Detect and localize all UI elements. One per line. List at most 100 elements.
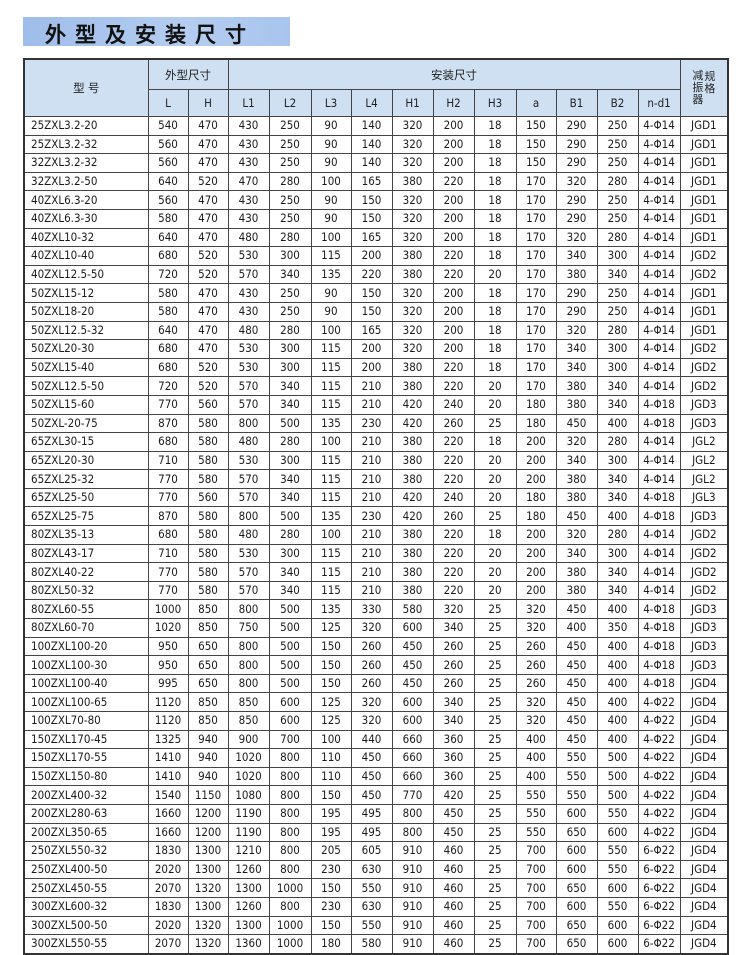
dimension-cell: 20	[473, 543, 517, 564]
dimension-cell: 700	[515, 896, 557, 917]
dimension-cell: 320	[555, 432, 598, 452]
isolator-cell: JGD1	[679, 301, 729, 322]
dimension-cell: 100	[310, 227, 352, 248]
dimension-cell: 450	[350, 766, 393, 787]
dimension-cell: 200	[350, 246, 393, 266]
table-row: 250ZXL550-32 1830 1300 1210 800 205 605 910 460 2…	[23, 841, 729, 861]
dimension-cell: 220	[432, 376, 475, 396]
dimension-cell: 1300	[227, 878, 270, 898]
dimension-cell: 260	[515, 636, 557, 657]
model-cell: 80ZXL60-55	[23, 599, 149, 620]
dimension-cell: 600	[555, 803, 598, 824]
dimension-cell: 260	[515, 655, 557, 675]
dimension-cell: 550	[515, 785, 557, 805]
isolator-cell: JGD4	[679, 785, 729, 805]
dimension-cell: 570	[227, 487, 270, 508]
dimension-cell: 250	[268, 116, 312, 136]
dimension-cell: 180	[515, 394, 557, 415]
isolator-cell: JGD1	[679, 171, 729, 192]
dimension-cell: 320	[432, 599, 475, 620]
dimension-cell: 340	[555, 450, 598, 471]
dimension-cell: 470	[187, 339, 229, 359]
isolator-cell: JGD4	[679, 766, 729, 787]
dimension-cell: 220	[432, 525, 475, 545]
dimension-cell: 470	[187, 283, 229, 303]
dimension-cell: 6-Φ22	[637, 896, 681, 917]
dimension-cell: 115	[310, 580, 352, 601]
dimension-cell: 500	[268, 599, 312, 620]
table-row: 100ZXL100-40 995 650 800 500 150 260 450 260 25 26…	[23, 673, 729, 694]
dimension-cell: 280	[596, 171, 639, 192]
table-row: 200ZXL400-32 1540 1150 1080 800 150 450 770 420 2…	[23, 785, 729, 805]
dimension-cell: 280	[596, 525, 639, 545]
dimension-cell: 150	[310, 636, 352, 657]
table-row: 250ZXL400-50 2020 1300 1260 800 230 630 910 460 2…	[23, 859, 729, 880]
dimension-cell: 520	[187, 246, 229, 266]
dimension-cell: 250	[596, 208, 639, 229]
dimension-cell: 580	[187, 450, 229, 471]
dimension-cell: 1320	[187, 878, 229, 898]
dimension-cell: 290	[555, 208, 598, 229]
dimension-cell: 90	[310, 153, 352, 173]
dimension-cell: 720	[147, 376, 189, 396]
isolator-cell: JGD1	[679, 227, 729, 248]
dimension-cell: 1080	[227, 785, 270, 805]
dimension-cell: 170	[515, 339, 557, 359]
dimension-cell: 450	[391, 673, 434, 694]
isolator-cell: JGD3	[679, 655, 729, 675]
dimension-cell: 1300	[187, 859, 229, 880]
dimension-cell: 430	[227, 153, 270, 173]
dimension-cell: 300	[268, 357, 312, 378]
dimension-cell: 380	[391, 469, 434, 489]
model-cell: 40ZXL12.5-50	[23, 264, 149, 285]
dimension-cell: 340	[596, 562, 639, 582]
dimension-cell: 400	[596, 599, 639, 620]
dimension-cell: 380	[555, 562, 598, 582]
dimension-cell: 380	[391, 432, 434, 452]
table-row: 100ZXL100-65 1120 850 850 600 125 320 600 340 25 3…	[23, 692, 729, 712]
isolator-cell: JGD4	[679, 934, 729, 955]
dimension-cell: 170	[515, 208, 557, 229]
dimension-cell: 170	[515, 264, 557, 285]
model-cell: 40ZXL6.3-30	[23, 208, 149, 229]
dimension-cell: 20	[473, 562, 517, 582]
dimension-cell: 550	[596, 841, 639, 861]
dimension-cell: 6-Φ22	[637, 841, 681, 861]
dimension-cell: 115	[310, 246, 352, 266]
dimension-cell: 195	[310, 822, 352, 843]
dimension-cell: 800	[268, 896, 312, 917]
dimension-cell: 230	[350, 506, 393, 527]
dimension-cell: 350	[596, 618, 639, 638]
dimension-cell: 200	[432, 116, 475, 136]
dimension-cell: 1300	[227, 915, 270, 936]
dimension-cell: 520	[187, 264, 229, 285]
table-row: 65ZXL20-30 710 580 530 300 115 210 380 220 20 200 3…	[23, 450, 729, 471]
model-cell: 40ZXL10-40	[23, 246, 149, 266]
dimension-cell: 770	[391, 785, 434, 805]
dimension-cell: 450	[555, 636, 598, 657]
dimension-cell: 1260	[227, 896, 270, 917]
isolator-cell: JGD2	[679, 376, 729, 396]
isolator-cell: JGD4	[679, 748, 729, 768]
model-cell: 300ZXL600-32	[23, 896, 149, 917]
dimension-cell: 680	[147, 339, 189, 359]
isolator-cell: JGD4	[679, 692, 729, 712]
dimension-cell: 150	[310, 655, 352, 675]
dimension-cell: 180	[515, 506, 557, 527]
model-cell: 65ZXL25-50	[23, 487, 149, 508]
dimension-cell: 4-Φ18	[637, 394, 681, 415]
dimension-cell: 380	[391, 246, 434, 266]
dimension-cell: 580	[187, 562, 229, 582]
dimension-cell: 200	[515, 525, 557, 545]
dimension-cell: 100	[310, 729, 352, 750]
dimension-cell: 250	[596, 116, 639, 136]
isolator-cell: JGD3	[679, 636, 729, 657]
dimension-cell: 20	[473, 450, 517, 471]
model-cell: 80ZXL43-17	[23, 543, 149, 564]
dimension-cell: 25	[473, 692, 517, 712]
dimension-cell: 340	[555, 543, 598, 564]
dimension-cell: 100	[310, 432, 352, 452]
dimension-cell: 1320	[187, 934, 229, 955]
dimension-cell: 25	[473, 766, 517, 787]
dimension-cell: 550	[555, 748, 598, 768]
